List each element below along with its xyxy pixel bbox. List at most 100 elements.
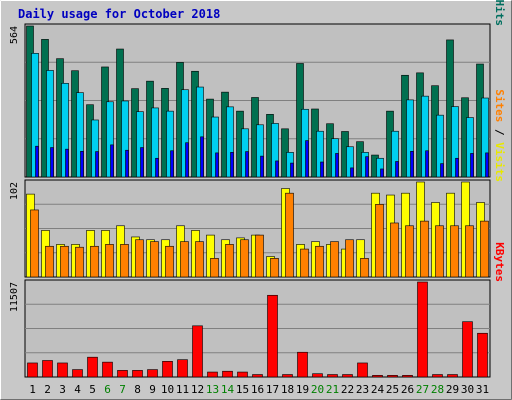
bar-files-day-9 (151, 107, 159, 178)
bar-files-day-31 (481, 97, 489, 178)
bar-sites-day-18 (285, 192, 294, 278)
bar-pages-day-16 (260, 155, 264, 178)
bar-kbytes-day-24 (372, 375, 383, 378)
bar-pages-day-13 (215, 152, 219, 178)
bar-sites-day-28 (435, 225, 444, 278)
bar-pages-day-4 (80, 150, 84, 178)
bar-pages-day-12 (200, 136, 204, 178)
x-tick-label: 21 (326, 383, 339, 396)
bar-sites-day-26 (405, 225, 414, 278)
x-tick-label: 2 (44, 383, 51, 396)
bar-kbytes-day-16 (252, 374, 263, 378)
bar-pages-day-20 (320, 161, 324, 178)
bar-kbytes-day-13 (207, 371, 218, 378)
bar-pages-day-25 (395, 161, 399, 178)
x-tick-label: 11 (176, 383, 189, 396)
bar-sites-day-9 (150, 241, 159, 278)
bar-pages-day-1 (35, 145, 39, 178)
bar-sites-day-10 (165, 245, 174, 278)
x-tick-label: 12 (191, 383, 204, 396)
bar-files-day-16 (256, 124, 264, 178)
bar-files-day-14 (226, 106, 234, 178)
x-tick-label: 31 (476, 383, 489, 396)
x-tick-label: 28 (431, 383, 444, 396)
y-max-label: 11507 (9, 282, 20, 312)
bar-kbytes-day-6 (102, 361, 113, 378)
x-tick-label: 22 (341, 383, 354, 396)
bar-pages-day-5 (95, 151, 99, 178)
legend-entry: Visits (493, 142, 506, 182)
x-tick-label: 23 (356, 383, 369, 396)
x-tick-label: 10 (161, 383, 174, 396)
bar-sites-day-22 (345, 239, 354, 278)
bar-sites-day-19 (300, 248, 309, 278)
bar-kbytes-day-5 (87, 356, 98, 378)
bar-kbytes-day-26 (402, 375, 413, 378)
bar-sites-day-16 (255, 234, 264, 278)
x-tick-label: 29 (446, 383, 459, 396)
bar-sites-day-2 (45, 245, 54, 278)
bar-pages-day-26 (410, 150, 414, 178)
bar-sites-day-6 (105, 244, 114, 278)
bar-pages-day-11 (185, 142, 189, 178)
bar-kbytes-day-14 (222, 370, 233, 378)
bar-pages-day-15 (245, 151, 249, 178)
bar-files-day-22 (346, 146, 354, 178)
x-tick-label: 7 (119, 383, 126, 396)
legend-entry: Hits (493, 0, 506, 26)
x-tick-label: 9 (149, 383, 156, 396)
bar-kbytes-day-8 (132, 370, 143, 378)
bar-kbytes-day-25 (387, 375, 398, 378)
bar-pages-day-8 (140, 147, 144, 178)
bar-kbytes-day-4 (72, 369, 83, 378)
bar-sites-day-4 (75, 246, 84, 278)
bar-kbytes-day-23 (357, 362, 368, 378)
bar-pages-day-7 (125, 149, 129, 178)
bar-sites-day-13 (210, 258, 219, 278)
x-tick-label: 30 (461, 383, 474, 396)
bar-kbytes-day-21 (327, 374, 338, 378)
bar-pages-day-14 (230, 152, 234, 178)
x-tick-label: 6 (104, 383, 111, 396)
bar-files-day-26 (406, 99, 414, 178)
bar-files-day-28 (436, 114, 444, 178)
bar-sites-day-23 (360, 258, 369, 278)
x-tick-label: 26 (401, 383, 414, 396)
bar-kbytes-day-1 (27, 362, 38, 378)
bar-kbytes-day-28 (432, 374, 443, 378)
bar-pages-day-28 (440, 163, 444, 178)
legend-entry: / (493, 122, 506, 142)
x-tick-label: 15 (236, 383, 249, 396)
bar-sites-day-27 (420, 220, 429, 278)
bar-kbytes-day-2 (42, 360, 53, 378)
bar-files-day-5 (91, 119, 99, 178)
x-tick-label: 4 (74, 383, 81, 396)
bar-files-day-17 (271, 123, 279, 178)
bar-files-day-3 (61, 82, 69, 178)
x-tick-label: 17 (266, 383, 279, 396)
bar-files-day-20 (316, 130, 324, 178)
bar-files-day-11 (181, 89, 189, 178)
bar-sites-day-15 (240, 239, 249, 278)
y-max-label: 102 (9, 182, 20, 200)
x-tick-label: 27 (416, 383, 429, 396)
x-tick-label: 20 (311, 383, 324, 396)
bar-files-day-25 (391, 130, 399, 178)
bar-kbytes-day-10 (162, 361, 173, 378)
bar-pages-day-23 (365, 156, 369, 178)
x-tick-label: 8 (134, 383, 141, 396)
bar-kbytes-day-17 (267, 294, 278, 378)
bar-files-day-7 (121, 100, 129, 178)
x-tick-label: 5 (89, 383, 96, 396)
bar-pages-day-9 (155, 157, 159, 178)
legend-entry: KBytes (493, 242, 506, 282)
x-tick-label: 3 (59, 383, 66, 396)
bar-files-day-8 (136, 111, 144, 178)
x-tick-label: 25 (386, 383, 399, 396)
bar-files-day-10 (166, 110, 174, 178)
legend-visits-sites: Sites / Visits (493, 89, 506, 182)
bar-sites-day-20 (315, 245, 324, 278)
bar-kbytes-day-15 (237, 371, 248, 378)
